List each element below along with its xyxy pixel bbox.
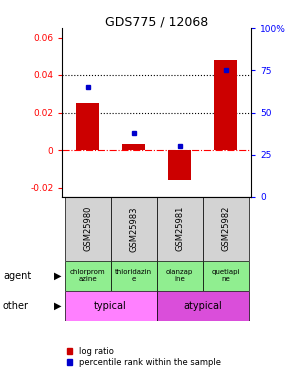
- Bar: [110, 197, 157, 261]
- Text: GSM25983: GSM25983: [129, 206, 138, 252]
- Bar: [203, 197, 249, 261]
- Text: olanzap
ine: olanzap ine: [166, 269, 193, 282]
- Bar: [157, 197, 203, 261]
- Bar: [65, 197, 110, 261]
- Text: ▶: ▶: [54, 301, 61, 310]
- Text: atypical: atypical: [183, 301, 222, 310]
- Text: typical: typical: [94, 301, 127, 310]
- Text: quetiapi
ne: quetiapi ne: [211, 269, 240, 282]
- Text: GSM25982: GSM25982: [221, 206, 230, 251]
- Bar: [168, 150, 191, 180]
- Text: other: other: [3, 301, 29, 310]
- Bar: [214, 60, 237, 150]
- Text: ▶: ▶: [54, 271, 61, 280]
- Bar: [157, 261, 203, 291]
- Text: GSM25980: GSM25980: [83, 206, 92, 251]
- Bar: [110, 261, 157, 291]
- Bar: [203, 261, 249, 291]
- Bar: [65, 291, 157, 321]
- Text: chlorprom
azine: chlorprom azine: [70, 269, 106, 282]
- Text: GSM25981: GSM25981: [175, 206, 184, 251]
- Bar: [76, 103, 99, 150]
- Text: thioridazin
e: thioridazin e: [115, 269, 152, 282]
- Bar: [65, 261, 110, 291]
- Title: GDS775 / 12068: GDS775 / 12068: [105, 15, 208, 28]
- Text: agent: agent: [3, 271, 31, 280]
- Bar: [122, 144, 145, 150]
- Bar: [157, 291, 249, 321]
- Legend: log ratio, percentile rank within the sample: log ratio, percentile rank within the sa…: [66, 346, 221, 367]
